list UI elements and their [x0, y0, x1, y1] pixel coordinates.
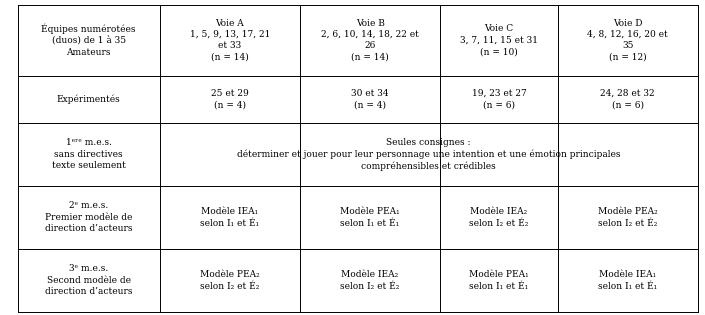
- Text: Expérimentés: Expérimentés: [56, 94, 121, 104]
- Text: Seules consignes :
déterminer et jouer pour leur personnage une intention et une: Seules consignes : déterminer et jouer p…: [237, 138, 620, 171]
- Text: Voie C
3, 7, 11, 15 et 31
(n = 10): Voie C 3, 7, 11, 15 et 31 (n = 10): [460, 24, 538, 56]
- Text: Modèle PEA₂
selon I₂ et É₂: Modèle PEA₂ selon I₂ et É₂: [598, 207, 658, 228]
- Text: 3ᵉ m.e.s.
Second modèle de
direction d’acteurs: 3ᵉ m.e.s. Second modèle de direction d’a…: [45, 264, 133, 296]
- Text: 2ᵉ m.e.s.
Premier modèle de
direction d’acteurs: 2ᵉ m.e.s. Premier modèle de direction d’…: [45, 202, 133, 233]
- Text: Voie A
1, 5, 9, 13, 17, 21
et 33
(n = 14): Voie A 1, 5, 9, 13, 17, 21 et 33 (n = 14…: [190, 19, 270, 62]
- Text: Modèle IEA₁
selon I₁ et É₁: Modèle IEA₁ selon I₁ et É₁: [599, 270, 657, 291]
- Text: Modèle PEA₁
selon I₁ et É₁: Modèle PEA₁ selon I₁ et É₁: [341, 207, 400, 228]
- Text: Modèle PEA₂
selon I₂ et É₂: Modèle PEA₂ selon I₂ et É₂: [200, 270, 259, 291]
- Text: Modèle IEA₂
selon I₂ et É₂: Modèle IEA₂ selon I₂ et É₂: [341, 270, 400, 291]
- Text: Modèle IEA₂
selon I₂ et É₂: Modèle IEA₂ selon I₂ et É₂: [470, 207, 529, 228]
- Text: 1ᵉʳᵉ m.e.s.
sans directives
texte seulement: 1ᵉʳᵉ m.e.s. sans directives texte seulem…: [51, 139, 125, 170]
- Text: Voie D
4, 8, 12, 16, 20 et
35
(n = 12): Voie D 4, 8, 12, 16, 20 et 35 (n = 12): [587, 19, 668, 62]
- Text: 24, 28 et 32
(n = 6): 24, 28 et 32 (n = 6): [601, 89, 655, 110]
- Text: 25 et 29
(n = 4): 25 et 29 (n = 4): [211, 89, 249, 110]
- Text: Modèle IEA₁
selon I₁ et É₁: Modèle IEA₁ selon I₁ et É₁: [200, 207, 259, 228]
- Text: 19, 23 et 27
(n = 6): 19, 23 et 27 (n = 6): [472, 89, 527, 110]
- Text: Modèle PEA₁
selon I₁ et É₁: Modèle PEA₁ selon I₁ et É₁: [469, 270, 529, 291]
- Text: Voie B
2, 6, 10, 14, 18, 22 et
26
(n = 14): Voie B 2, 6, 10, 14, 18, 22 et 26 (n = 1…: [321, 19, 419, 62]
- Text: 30 et 34
(n = 4): 30 et 34 (n = 4): [351, 89, 389, 110]
- Text: Équipes numérotées
(duos) de 1 à 35
Amateurs: Équipes numérotées (duos) de 1 à 35 Amat…: [42, 23, 136, 57]
